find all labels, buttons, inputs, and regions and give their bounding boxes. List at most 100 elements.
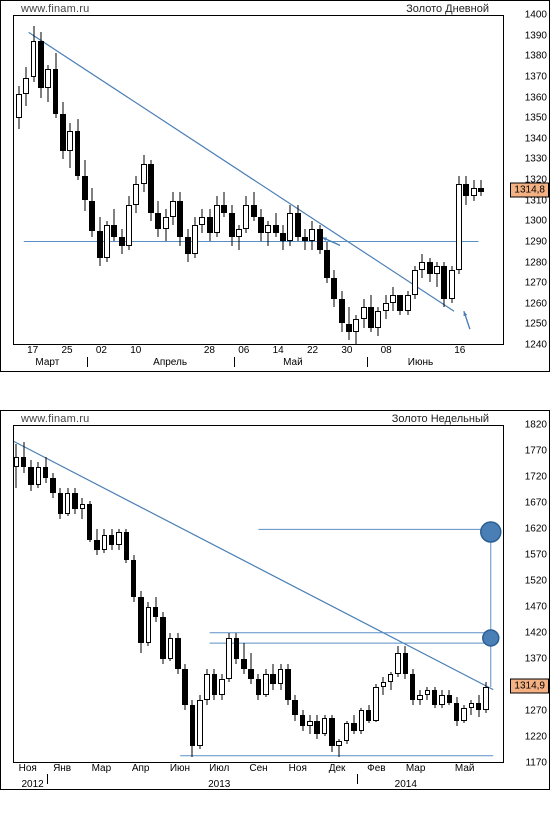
candlestick [258,16,264,344]
last-price-tag: 1314,8 [510,182,549,197]
candlestick [175,426,180,762]
y-tick-label: 1270 [525,706,547,717]
candlestick [60,16,66,344]
y-tick-label: 1420 [525,628,547,639]
candlestick [45,16,51,344]
y-tick-label: 1670 [525,498,547,509]
y-tick-label: 1820 [525,420,547,431]
x-tick-day: 10 [130,345,141,356]
x-tick-month: Апрель [153,357,187,368]
candlestick [67,16,73,344]
x-tick-day: 08 [381,345,392,356]
x-tick-month: Апр [132,763,150,774]
candlestick [390,16,396,344]
candlestick [322,426,327,762]
candlestick [97,16,103,344]
candlestick [229,16,235,344]
y-tick-label: 1380 [525,51,547,62]
candlestick [383,16,389,344]
x-tick-month: Ноя [19,763,37,774]
y-tick-label: 1350 [525,113,547,124]
candlestick [469,426,474,762]
candlestick [133,16,139,344]
x-tick-month: Дек [329,763,346,774]
candlestick [419,16,425,344]
candlestick [168,426,173,762]
y-tick-label: 1470 [525,602,547,613]
candlestick [182,426,187,762]
x-separator [234,357,235,367]
plot-area [13,425,504,763]
x-tick-month: Июн [170,763,190,774]
page: www.finam.ru Золото Дневной 124012501260… [0,0,550,822]
candlestick [148,16,154,344]
x-tick-month: Мар [406,763,426,774]
candlestick [263,426,268,762]
candlestick [80,426,85,762]
x-tick-day: 22 [307,345,318,356]
candlestick [102,426,107,762]
x-tick-year: 2014 [395,779,417,790]
candlestick [192,16,198,344]
y-tick-label: 1360 [525,92,547,103]
x-tick-month: Март [35,357,59,368]
candlestick [427,16,433,344]
candlestick [317,16,323,344]
candlestick [471,16,477,344]
x-tick-year: 2012 [22,779,44,790]
candlestick [381,426,386,762]
x-tick-month: Май [283,357,303,368]
candlestick [300,426,305,762]
candlestick [185,16,191,344]
candlestick [295,16,301,344]
y-tick-label: 1300 [525,216,547,227]
candlestick [447,426,452,762]
candlestick [14,426,19,762]
candlestick [375,16,381,344]
candlestick [126,16,132,344]
y-tick-label: 1270 [525,278,547,289]
candlestick [309,16,315,344]
candlestick [434,16,440,344]
candlestick [248,426,253,762]
x-separator [87,357,88,367]
candlestick [397,16,403,344]
x-tick-month: Янв [53,763,71,774]
candlestick [124,426,129,762]
x-tick-month: Июнь [408,357,433,368]
candlestick [94,426,99,762]
x-tick-day: 25 [61,345,72,356]
y-tick-label: 1290 [525,236,547,247]
x-tick-day: 16 [454,345,465,356]
y-tick-label: 1260 [525,298,547,309]
candlestick [373,426,378,762]
candlestick [16,16,22,344]
candlestick [256,426,261,762]
candlestick [344,426,349,762]
candlestick [226,426,231,762]
x-axis: 1725021028061422300816МартАпрельМайИюнь [13,345,504,371]
y-tick-label: 1570 [525,550,547,561]
y-tick-label: 1280 [525,257,547,268]
candlestick [43,426,48,762]
candlestick-chart-weekly: www.finam.ru Золото Недельный 1170122012… [0,410,550,790]
candlestick [359,426,364,762]
y-tick-label: 1340 [525,133,547,144]
year-labels: 201220132014 [13,779,504,791]
candlestick [163,16,169,344]
candlestick [403,426,408,762]
candlestick [307,426,312,762]
y-tick-label: 1720 [525,472,547,483]
candlestick [146,426,151,762]
candlestick [314,426,319,762]
candlestick [366,426,371,762]
candlestick [116,426,121,762]
candlestick [28,426,33,762]
candlestick [23,16,29,344]
candlestick [82,16,88,344]
candlestick [138,426,143,762]
candlestick [58,426,63,762]
chart-title: Золото Недельный [392,413,489,425]
x-tick-day: 14 [273,345,284,356]
candlestick [432,426,437,762]
